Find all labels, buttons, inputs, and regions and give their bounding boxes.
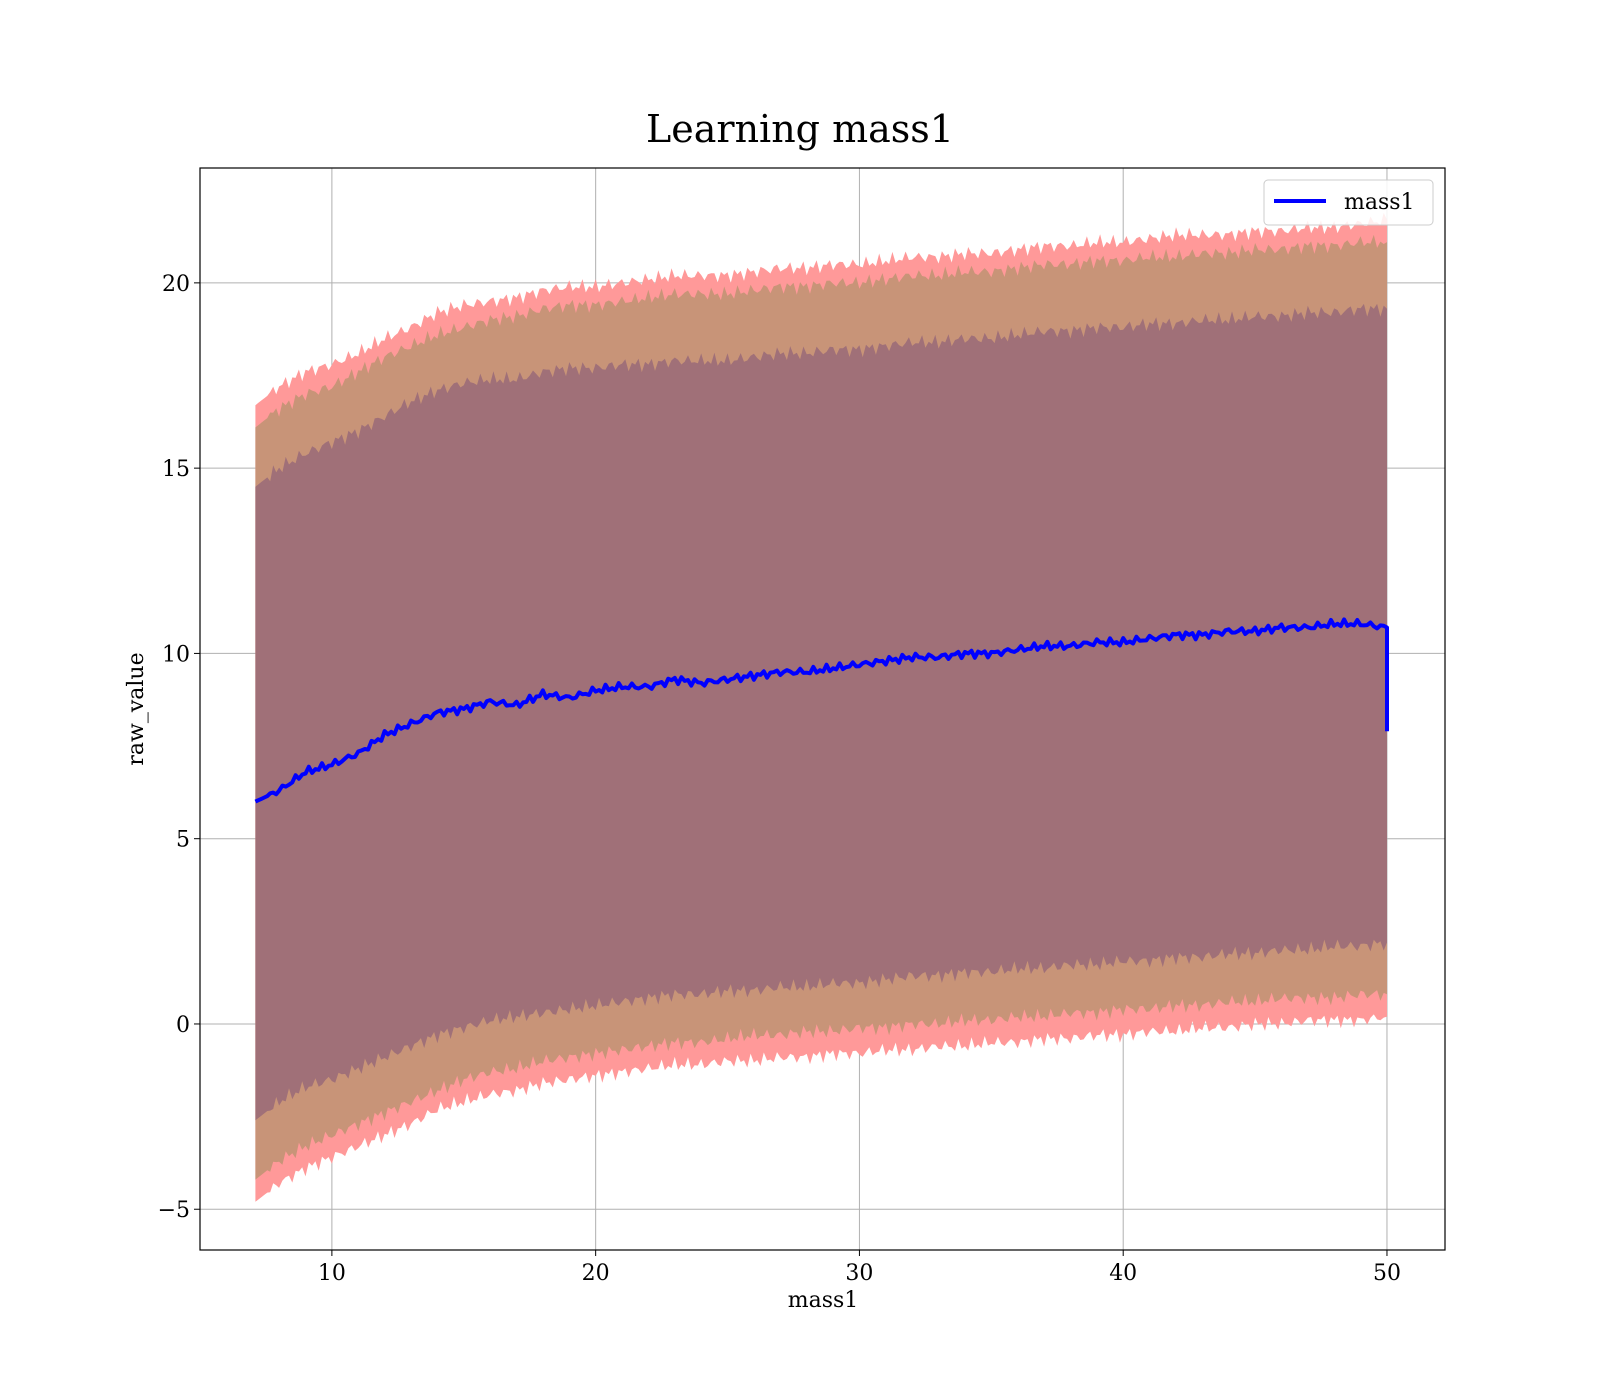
series-line-mass1 bbox=[254, 617, 1389, 804]
y-tick-label: 20 bbox=[162, 272, 190, 297]
series-lines bbox=[254, 617, 1389, 804]
x-tick-label: 30 bbox=[845, 1261, 873, 1286]
legend-label-mass1: mass1 bbox=[1344, 190, 1415, 215]
x-tick-label: 50 bbox=[1373, 1261, 1401, 1286]
x-tick-label: 20 bbox=[582, 1261, 610, 1286]
y-tick-label: 15 bbox=[162, 457, 190, 482]
chart-title: Learning mass1 bbox=[646, 107, 954, 151]
y-axis-label: raw_value bbox=[124, 652, 149, 765]
x-tick-label: 40 bbox=[1109, 1261, 1137, 1286]
y-tick-label: 5 bbox=[176, 828, 190, 853]
x-tick-label: 10 bbox=[318, 1261, 346, 1286]
legend-box bbox=[1263, 179, 1434, 226]
y-tick-label: 10 bbox=[162, 642, 190, 667]
legend: mass1 bbox=[1263, 179, 1434, 226]
plot-frame bbox=[199, 167, 1446, 1251]
y-tick-label: −5 bbox=[158, 1198, 190, 1223]
x-axis-label: mass1 bbox=[788, 1288, 859, 1313]
axis-ticks: 10 20 30 40 50 −5 0 5 10 15 20 bbox=[158, 272, 1401, 1286]
y-tick-label: 0 bbox=[176, 1013, 190, 1038]
band-inner bbox=[255, 303, 1387, 1121]
confidence-bands bbox=[255, 212, 1387, 1202]
